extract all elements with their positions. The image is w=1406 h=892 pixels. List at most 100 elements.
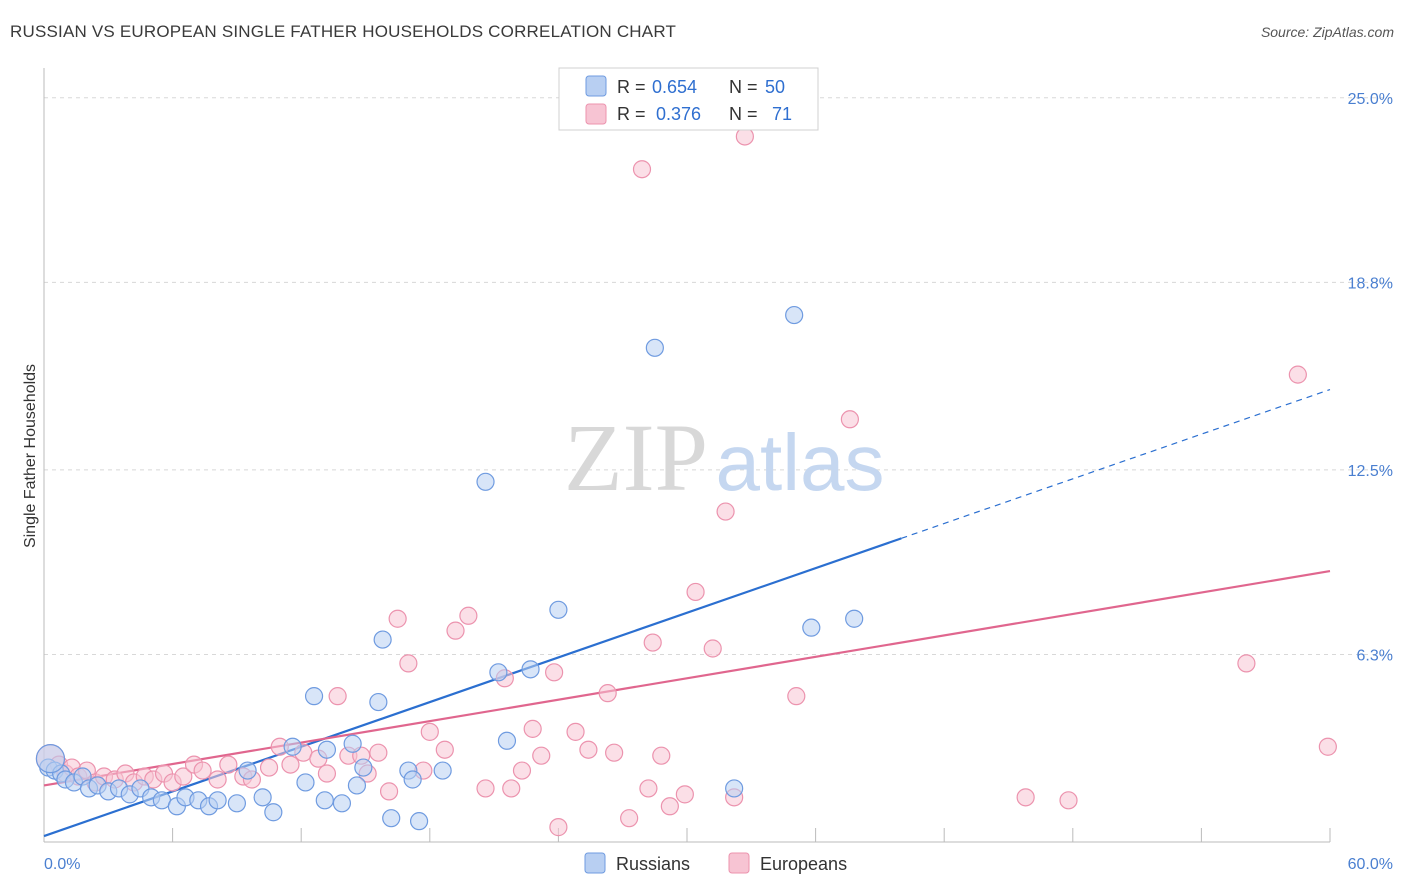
y-tick-label-1: 12.5% <box>1348 463 1393 480</box>
russians-point-31 <box>369 692 388 712</box>
russians-point-26 <box>315 791 334 810</box>
russians-points <box>35 305 864 831</box>
russians-trend-line <box>43 537 902 838</box>
europeans-point-33 <box>379 782 399 801</box>
europeans-point-70 <box>1288 365 1307 384</box>
europeans-point-34 <box>388 609 407 628</box>
europeans-point-46 <box>532 746 551 765</box>
chart-title: RUSSIAN VS EUROPEAN SINGLE FATHER HOUSEH… <box>10 22 677 41</box>
russians-point-20 <box>238 761 257 780</box>
watermark: ZIP atlas <box>564 404 884 511</box>
europeans-point-62 <box>716 502 735 521</box>
stats-legend: R = 0.654 N = 50 R = 0.376 N = 71 <box>558 67 819 131</box>
europeans-point-15 <box>174 767 193 786</box>
europeans-point-19 <box>219 755 238 774</box>
russians-point-43 <box>645 338 664 357</box>
europeans-point-39 <box>446 621 465 640</box>
russians-point-28 <box>343 734 362 753</box>
europeans-point-66 <box>840 410 859 429</box>
europeans-point-44 <box>512 761 532 780</box>
russians-point-42 <box>549 600 568 619</box>
europeans-point-51 <box>598 684 617 703</box>
y-tick-labels: 6.3% 12.5% 18.8% 25.0% <box>1348 91 1393 665</box>
europeans-point-32 <box>369 743 388 762</box>
watermark-zip: ZIP <box>564 404 708 511</box>
bottom-legend-label-europeans: Europeans <box>760 854 847 874</box>
europeans-point-37 <box>420 722 439 741</box>
europeans-point-58 <box>660 797 679 816</box>
y-tick-label-3: 25.0% <box>1348 91 1393 108</box>
europeans-point-54 <box>632 160 652 179</box>
europeans-point-47 <box>545 663 564 682</box>
europeans-trend-line <box>43 570 1331 787</box>
legend-n-label-russians: N = <box>729 77 758 97</box>
watermark-atlas: atlas <box>716 418 885 507</box>
series-legend: Russians Europeans <box>584 852 847 874</box>
legend-r-label-russians: R = <box>617 77 646 97</box>
europeans-point-69 <box>1237 654 1256 673</box>
bottom-legend-swatch-europeans <box>728 852 750 874</box>
russians-point-37 <box>433 761 452 780</box>
x-tick-label-max: 60.0% <box>1348 856 1393 873</box>
russians-point-40 <box>497 731 517 750</box>
russians-point-39 <box>489 663 508 682</box>
legend-r-value-europeans: 0.376 <box>656 104 701 124</box>
source-label: Source: ZipAtlas.com <box>1260 24 1394 40</box>
europeans-point-22 <box>259 758 279 777</box>
legend-n-label-europeans: N = <box>729 104 758 124</box>
europeans-point-49 <box>566 722 585 741</box>
russians-point-24 <box>296 773 315 792</box>
europeans-point-45 <box>523 719 542 738</box>
europeans-point-59 <box>675 785 694 804</box>
europeans-point-18 <box>208 770 227 789</box>
legend-r-value-russians: 0.654 <box>652 77 697 97</box>
legend-swatch-russians <box>585 75 607 97</box>
bottom-legend-swatch-russians <box>584 852 606 874</box>
europeans-point-35 <box>399 654 418 673</box>
europeans-point-57 <box>652 746 671 765</box>
europeans-point-48 <box>549 818 568 837</box>
russians-point-19 <box>227 794 246 813</box>
russians-point-48 <box>317 740 337 759</box>
russians-point-30 <box>354 758 373 777</box>
europeans-point-52 <box>605 743 624 762</box>
russians-point-23 <box>283 737 302 756</box>
y-axis-label: Single Father Households <box>22 364 39 548</box>
bottom-legend-label-russians: Russians <box>616 854 690 874</box>
russians-point-33 <box>382 809 401 828</box>
russians-point-25 <box>304 687 324 706</box>
europeans-point-61 <box>703 639 722 658</box>
x-tick-label-min: 0.0% <box>44 856 80 873</box>
y-tick-label-0: 6.3% <box>1357 647 1393 664</box>
russians-point-41 <box>521 660 540 679</box>
europeans-point-41 <box>476 779 495 798</box>
europeans-point-27 <box>317 764 337 783</box>
grid-lines <box>44 97 1392 655</box>
europeans-point-65 <box>787 687 806 706</box>
russians-point-21 <box>253 788 272 807</box>
russians-point-32 <box>373 630 392 649</box>
europeans-point-68 <box>1059 791 1078 810</box>
legend-n-value-russians: 50 <box>765 77 785 97</box>
europeans-point-55 <box>639 779 658 798</box>
russians-trend-extension <box>901 388 1331 539</box>
europeans-point-60 <box>686 582 705 602</box>
russians-point-38 <box>476 472 495 491</box>
europeans-point-53 <box>620 809 639 828</box>
russians-point-36 <box>409 812 429 831</box>
russians-point-22 <box>264 803 283 822</box>
europeans-point-24 <box>281 755 300 774</box>
europeans-point-40 <box>459 606 478 625</box>
legend-swatch-europeans <box>585 103 607 125</box>
europeans-point-17 <box>193 761 212 780</box>
russians-point-49 <box>35 744 66 774</box>
russians-point-46 <box>802 618 821 637</box>
legend-n-value-europeans: 71 <box>772 104 792 124</box>
y-tick-label-2: 18.8% <box>1348 275 1393 292</box>
legend-r-label-europeans: R = <box>617 104 646 124</box>
russians-point-45 <box>785 305 804 325</box>
russians-point-29 <box>347 776 367 795</box>
europeans-point-28 <box>328 687 347 706</box>
trend-lines <box>43 388 1331 838</box>
